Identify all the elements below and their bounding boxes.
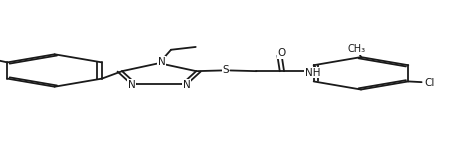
Text: S: S [222,65,229,75]
Text: O: O [277,48,286,58]
Text: Cl: Cl [425,78,435,88]
Text: NH: NH [305,68,320,78]
Text: N: N [128,80,135,90]
Text: N: N [183,80,190,90]
Text: N: N [158,57,165,67]
Text: CH₃: CH₃ [347,44,365,54]
